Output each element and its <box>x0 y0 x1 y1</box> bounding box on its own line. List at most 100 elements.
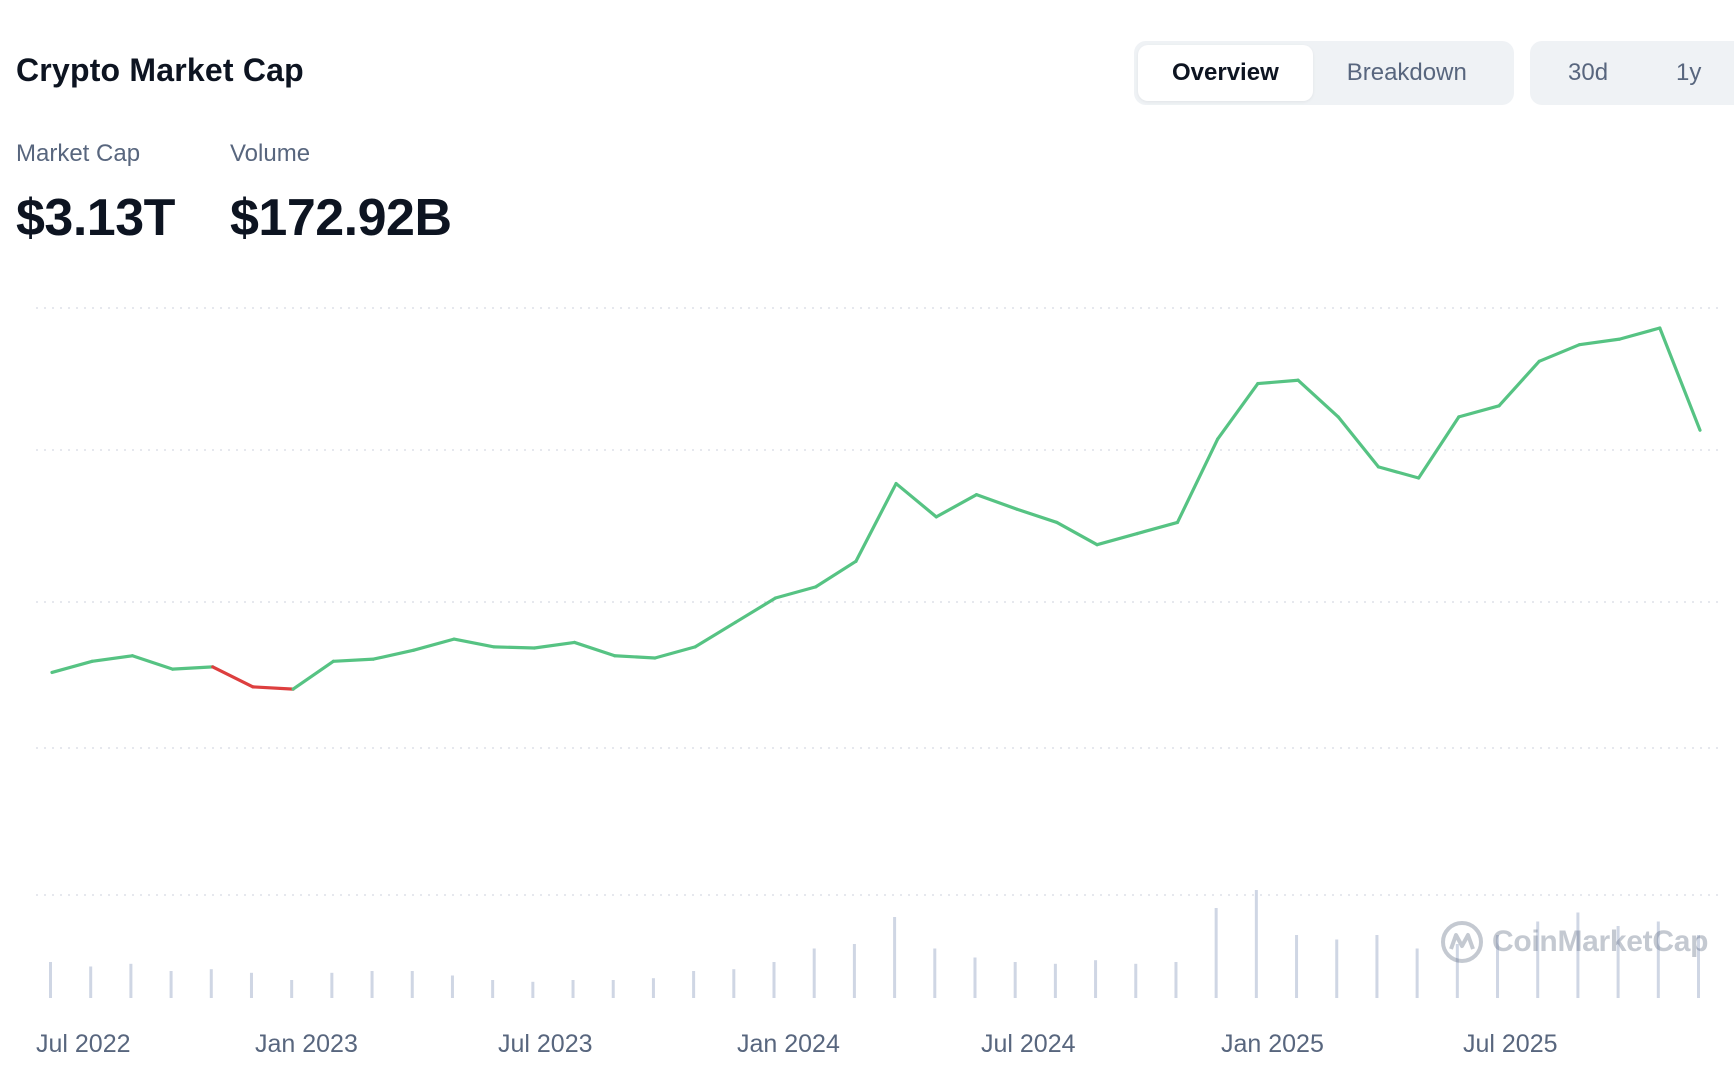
volume-bar <box>933 948 937 998</box>
volume-bar <box>89 966 93 998</box>
line-segment <box>492 645 536 650</box>
line-segment <box>90 654 134 663</box>
line-segment <box>773 585 818 600</box>
coinmarketcap-logo-icon <box>1441 921 1483 963</box>
line-segment <box>251 685 295 691</box>
line-segment <box>1376 465 1421 480</box>
range-1y-button[interactable]: 1y <box>1642 45 1734 101</box>
volume-bar <box>1053 963 1057 998</box>
volume-bar <box>1214 908 1218 998</box>
volume-bar <box>1094 960 1098 998</box>
chart-gridlines <box>36 307 1718 896</box>
line-segment <box>1457 404 1501 419</box>
line-segment <box>693 620 737 649</box>
volume-bar <box>1375 935 1379 998</box>
volume-bar <box>692 971 696 998</box>
line-segment <box>814 559 858 589</box>
range-30d-button[interactable]: 30d <box>1534 45 1642 101</box>
market-cap-label: Market Cap <box>16 140 141 167</box>
line-segment <box>653 645 697 660</box>
line-segment <box>1015 507 1059 525</box>
volume-bar <box>772 962 776 998</box>
line-segment <box>50 659 94 675</box>
volume-bar <box>893 917 897 998</box>
tab-overview[interactable]: Overview <box>1138 45 1313 101</box>
volume-bar <box>1013 962 1017 998</box>
line-segment <box>854 481 898 563</box>
line-segment <box>331 657 376 663</box>
line-segment <box>532 640 577 650</box>
volume-bar <box>370 971 374 998</box>
volume-bar <box>852 944 856 998</box>
x-tick-label: Jan 2025 <box>1221 1030 1324 1058</box>
line-segment <box>1135 520 1180 536</box>
line-segment <box>733 596 778 625</box>
volume-bar <box>1295 935 1299 998</box>
volume-bar <box>571 980 575 998</box>
volume-stat: Volume $172.92B <box>230 140 452 248</box>
line-segment <box>1658 326 1702 432</box>
volume-bar <box>1697 935 1700 998</box>
volume-label: Volume <box>230 140 311 167</box>
line-segment <box>1296 378 1340 419</box>
watermark: CoinMarketCap <box>1440 920 1708 964</box>
line-segment <box>934 493 979 519</box>
volume-bar <box>290 980 294 998</box>
volume-bar <box>732 969 736 998</box>
range-toggle: 30d 1y <box>1530 41 1734 105</box>
volume-bar <box>410 971 414 998</box>
x-axis-ticks: Jul 2022 Jan 2023 Jul 2023 Jan 2024 Jul 2024… <box>36 1030 1558 1058</box>
line-segment <box>130 654 175 671</box>
x-tick-label: Jul 2024 <box>981 1030 1076 1058</box>
line-segment <box>1537 343 1582 363</box>
x-tick-label: Jan 2024 <box>737 1030 840 1058</box>
tab-breakdown[interactable]: Breakdown <box>1313 45 1501 101</box>
volume-bar <box>249 972 253 998</box>
volume-bar <box>1415 948 1419 998</box>
volume-bar <box>1174 962 1178 998</box>
volume-bar <box>129 963 133 998</box>
volume-bar <box>1496 935 1500 998</box>
volume-value: $172.92B <box>230 189 452 247</box>
volume-bar <box>1616 926 1620 998</box>
line-segment <box>371 648 416 661</box>
line-segment <box>291 659 335 691</box>
line-segment <box>1216 381 1260 441</box>
line-segment <box>170 665 215 671</box>
view-toggle: Overview Breakdown <box>1134 41 1514 105</box>
volume-bar <box>531 981 535 998</box>
volume-bar <box>973 957 977 998</box>
volume-bar <box>450 975 454 998</box>
x-tick-label: Jul 2022 <box>36 1030 131 1058</box>
line-segment <box>452 637 496 649</box>
volume-bar <box>611 980 615 998</box>
volume-bar <box>169 971 173 998</box>
volume-bar <box>812 948 816 998</box>
line-segment <box>1175 437 1220 525</box>
volume-bar <box>1134 963 1138 998</box>
line-segment <box>211 665 255 689</box>
market-cap-stat: Market Cap $3.13T <box>16 140 175 248</box>
line-segment <box>613 654 657 660</box>
volume-bars <box>49 890 1700 998</box>
line-segment <box>1577 337 1622 347</box>
x-tick-label: Jan 2023 <box>255 1030 358 1058</box>
market-cap-line <box>50 326 1702 691</box>
volume-bar <box>1576 912 1580 998</box>
line-segment <box>974 493 1019 511</box>
line-segment <box>1497 359 1541 408</box>
volume-bar <box>651 978 655 998</box>
volume-bar <box>209 969 213 998</box>
line-segment <box>1055 520 1099 547</box>
x-tick-label: Jul 2025 <box>1463 1030 1558 1058</box>
volume-bar <box>1335 939 1339 998</box>
line-segment <box>412 637 456 652</box>
watermark-text: CoinMarketCap <box>1492 925 1709 958</box>
line-segment <box>1336 415 1381 469</box>
market-cap-chart[interactable]: Jul 2022 Jan 2023 Jul 2023 Jan 2024 Jul 2024… <box>0 260 1734 1080</box>
x-tick-label: Jul 2023 <box>498 1030 593 1058</box>
volume-bar <box>1536 921 1540 998</box>
volume-bar <box>1656 921 1660 998</box>
line-segment <box>1618 326 1662 341</box>
line-segment <box>1256 378 1300 386</box>
